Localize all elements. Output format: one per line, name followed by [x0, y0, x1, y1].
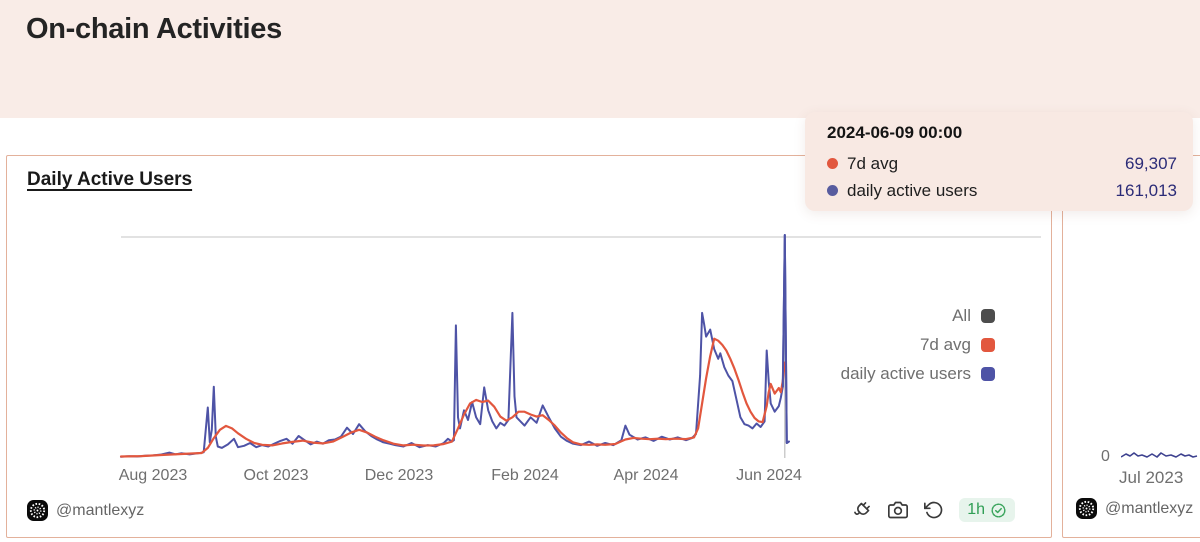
card-actions: 1h	[851, 498, 1015, 522]
dau-chart-card: Daily Active Users Aug 2023 Oct 2023 Dec 2…	[6, 155, 1052, 538]
legend-item-all[interactable]: All	[841, 306, 995, 326]
camera-screenshot-icon[interactable]	[887, 500, 908, 521]
legend-label: 7d avg	[919, 335, 971, 354]
mantle-logo-icon	[1076, 498, 1097, 519]
author-watermark[interactable]: @mantlexyz	[27, 500, 144, 521]
x-tick-label: Dec 2023	[364, 467, 434, 484]
side-y-axis-tick: 0	[1101, 448, 1110, 465]
legend-label: All	[952, 306, 971, 325]
x-tick-label: Apr 2024	[613, 467, 679, 484]
chart-legend: All 7d avg daily active users	[841, 306, 995, 384]
legend-swatch-all	[981, 309, 995, 323]
side-mini-chart[interactable]	[1121, 451, 1200, 463]
data-freshness-badge[interactable]: 1h	[959, 498, 1015, 522]
refresh-history-icon[interactable]	[923, 500, 944, 521]
author-watermark[interactable]: @mantlexyz	[1076, 498, 1193, 519]
legend-swatch-7d-avg	[981, 338, 995, 352]
seven-day-avg-line	[119, 337, 786, 458]
hovered-spike-segment	[781, 234, 790, 444]
page-title: On-chain Activities	[26, 13, 282, 45]
tooltip-label: daily active users	[847, 180, 978, 200]
x-tick-label: Aug 2023	[118, 467, 188, 484]
dau-line-chart[interactable]	[7, 156, 1053, 539]
daily-active-users-line	[120, 234, 790, 458]
chart-title: Daily Active Users	[27, 169, 193, 190]
refresh-age-text: 1h	[967, 501, 985, 518]
series-dot-daily-active-users	[827, 185, 838, 196]
tooltip-row-7d-avg: 7d avg 69,307	[827, 150, 1177, 177]
chart-tooltip: 2024-06-09 00:00 7d avg 69,307 daily act…	[805, 112, 1193, 211]
legend-swatch-daily-active-users	[981, 367, 995, 381]
legend-item-daily-active-users[interactable]: daily active users	[841, 364, 995, 384]
mantle-logo-icon	[27, 500, 48, 521]
secondary-chart-card: 0 Jul 2023 @mantlexyz	[1062, 155, 1200, 538]
tooltip-label: 7d avg	[847, 153, 899, 173]
verified-check-icon	[991, 502, 1006, 518]
side-x-axis-tick: Jul 2023	[1119, 468, 1184, 487]
x-tick-label: Feb 2024	[491, 467, 559, 484]
x-tick-label: Jun 2024	[736, 467, 802, 484]
watermark-handle: @mantlexyz	[1105, 499, 1194, 517]
x-tick-label: Oct 2023	[243, 467, 309, 484]
series-dot-7d-avg	[827, 158, 838, 169]
tooltip-row-daily-active-users: daily active users 161,013	[827, 177, 1177, 204]
watermark-handle: @mantlexyz	[56, 501, 145, 519]
legend-label: daily active users	[840, 364, 971, 383]
tooltip-value: 69,307	[1125, 153, 1177, 173]
tooltip-date: 2024-06-09 00:00	[827, 123, 963, 142]
page-header: On-chain Activities	[0, 0, 1200, 118]
tooltip-value: 161,013	[1115, 180, 1177, 200]
legend-item-7d-avg[interactable]: 7d avg	[841, 335, 995, 355]
api-plug-icon[interactable]	[851, 500, 872, 521]
